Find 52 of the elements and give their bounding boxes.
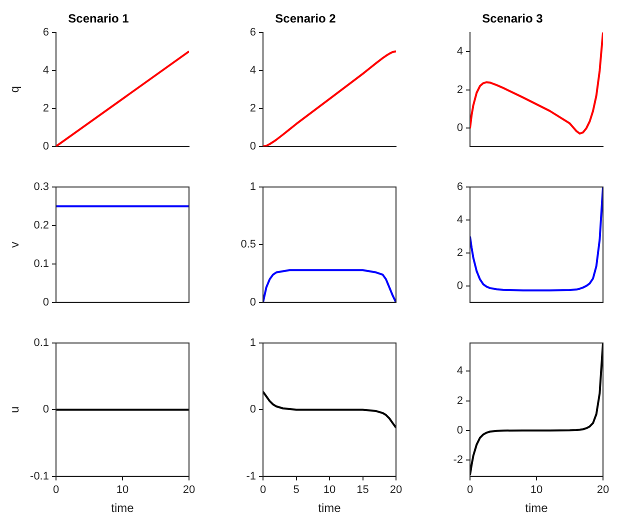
y-tick-label: 0 xyxy=(42,404,49,416)
y-tick-label: 6 xyxy=(456,181,463,194)
y-axis-title: v xyxy=(8,242,22,248)
y-tick-label: 2 xyxy=(456,84,463,96)
y-tick-label: 0 xyxy=(250,140,256,152)
y-tick-label: 0 xyxy=(456,122,463,134)
x-tick-label: 20 xyxy=(596,484,610,496)
x-axis-title: time xyxy=(318,501,342,516)
y-tick-label: 1 xyxy=(250,181,256,194)
chart-title: Scenario 1 xyxy=(68,12,130,26)
x-tick-label: 20 xyxy=(182,484,196,496)
y-tick-label: 6 xyxy=(42,26,49,38)
y-tick-label: 0.3 xyxy=(34,181,49,194)
y-tick-label: 0 xyxy=(42,140,49,152)
y-tick-label: 0.1 xyxy=(34,258,49,270)
x-tick-label: 10 xyxy=(530,484,543,496)
y-axis-title: u xyxy=(8,406,22,414)
y-tick-label: 0 xyxy=(456,280,463,292)
y-tick-label: 4 xyxy=(456,46,463,58)
x-axis-title: time xyxy=(525,501,548,516)
x-tick-label: 0 xyxy=(260,484,266,496)
chart-title: Scenario 3 xyxy=(482,12,544,26)
y-tick-label: -1 xyxy=(246,470,256,482)
y-tick-label: 0 xyxy=(456,424,463,436)
y-tick-label: 0 xyxy=(42,296,49,308)
y-tick-label: 6 xyxy=(250,26,256,38)
y-tick-label: 2 xyxy=(42,102,49,114)
chart-title: Scenario 2 xyxy=(275,12,336,26)
x-tick-label: 5 xyxy=(293,484,300,496)
y-tick-label: 4 xyxy=(456,214,463,226)
y-tick-label: 2 xyxy=(456,394,463,407)
x-tick-label: 0 xyxy=(52,484,60,496)
y-tick-label: 4 xyxy=(456,365,463,378)
y-tick-label: 1 xyxy=(250,337,256,350)
x-tick-label: 0 xyxy=(466,484,474,496)
y-tick-label: 0.1 xyxy=(34,337,49,350)
y-tick-label: -2 xyxy=(453,454,463,466)
y-tick-label: 0 xyxy=(250,404,256,416)
x-tick-label: 10 xyxy=(323,484,336,496)
y-axis-title: q xyxy=(8,86,22,93)
y-tick-label: -0.1 xyxy=(30,470,49,482)
x-axis-title: time xyxy=(111,501,134,516)
y-tick-label: 2 xyxy=(456,246,463,259)
y-tick-label: 0.5 xyxy=(240,238,256,251)
y-tick-label: 4 xyxy=(42,64,49,76)
x-tick-label: 15 xyxy=(356,484,369,496)
y-tick-label: 0 xyxy=(250,296,256,308)
y-tick-label: 4 xyxy=(250,64,256,76)
y-tick-label: 2 xyxy=(250,102,256,114)
x-tick-label: 20 xyxy=(390,484,402,496)
x-tick-label: 10 xyxy=(116,484,129,496)
y-tick-label: 0.2 xyxy=(34,220,49,232)
